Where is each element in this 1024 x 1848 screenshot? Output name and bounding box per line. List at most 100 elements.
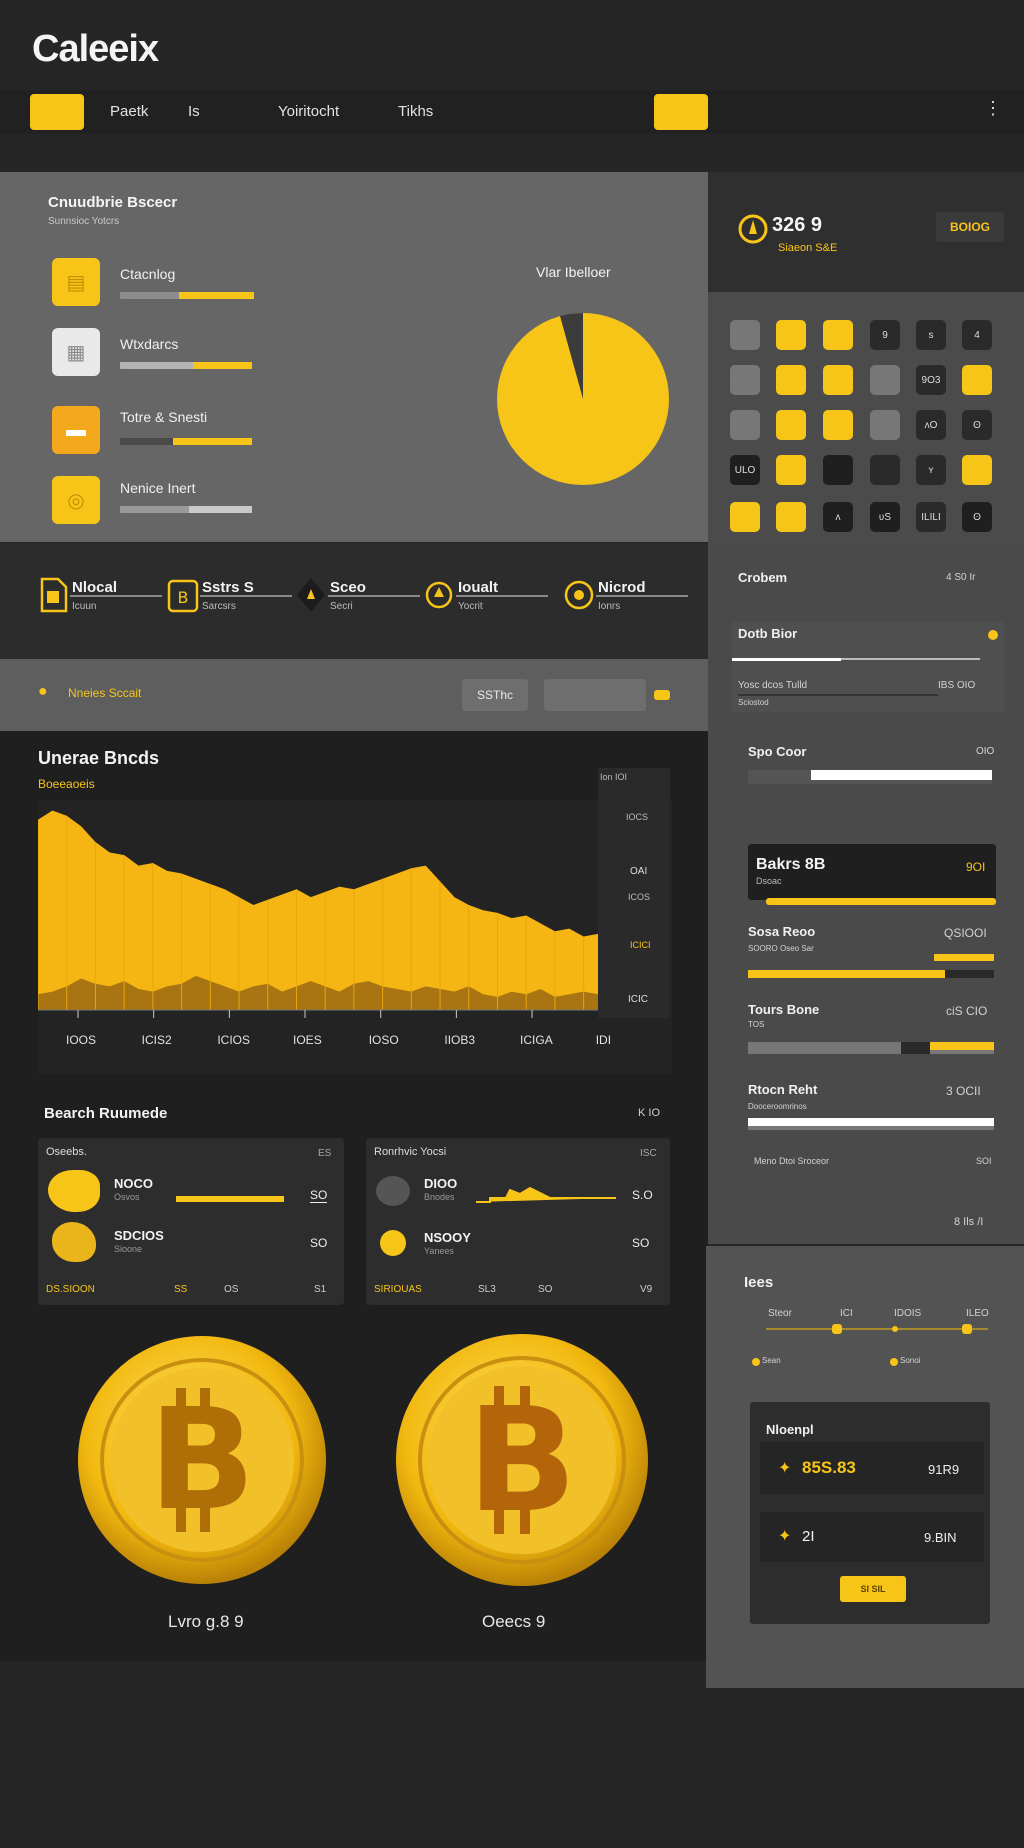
row-title: Sosa Reoo xyxy=(748,924,816,939)
entry-value: 9.BIN xyxy=(924,1530,957,1545)
document-icon xyxy=(40,577,68,613)
wallet-entry[interactable]: ✦ 85S.83 91R9 xyxy=(760,1442,984,1494)
row-name: NOCO xyxy=(114,1176,153,1191)
result-card[interactable]: Ronrhvic Yocsi ISC DIOO Bnodes S.O NSOOY… xyxy=(366,1138,670,1305)
nav-link-4[interactable]: Tikhs xyxy=(398,103,434,120)
settings-icon xyxy=(564,580,594,610)
highlight-card[interactable]: Bakrs 8B Dsoac 9OI xyxy=(748,844,996,900)
balance-sub: Siaeon S&E xyxy=(778,242,838,254)
pie-chart xyxy=(497,312,669,485)
grid-tile[interactable] xyxy=(870,455,900,485)
location-pin-icon: ● xyxy=(38,683,48,700)
filter-label: Nneies Sccait xyxy=(68,686,142,700)
grid-tile[interactable] xyxy=(776,320,806,350)
filter-toggle[interactable] xyxy=(654,690,670,700)
grid-tile[interactable]: 9O3 xyxy=(916,365,946,395)
chat-bubble-icon xyxy=(380,1230,406,1256)
stat-item[interactable]: Sceo Secri xyxy=(294,575,424,625)
grid-tile[interactable] xyxy=(730,502,760,532)
card-title: Nloenpl xyxy=(766,1422,814,1437)
grid-tile[interactable]: ʌO xyxy=(916,410,946,440)
filter-bar: ● Nneies Sccait SSThc xyxy=(0,659,708,731)
grid-tile[interactable]: ULO xyxy=(730,455,760,485)
footer-label: S1 xyxy=(314,1284,327,1295)
stat-item[interactable]: Nicrod Ionrs xyxy=(562,575,692,625)
grid-tile[interactable]: ʋS xyxy=(870,502,900,532)
nav-link-1[interactable]: Paetk xyxy=(110,103,149,120)
info-card[interactable]: Dotb Bior Yosc dcos Tulld IBS OIO Sciost… xyxy=(732,622,1004,712)
grid-tile[interactable]: ʘ xyxy=(962,502,992,532)
footer-label: OS xyxy=(224,1284,239,1295)
grid-tile[interactable]: ʌ xyxy=(823,502,853,532)
wallet-entry[interactable]: ✦ 2I 9.BIN xyxy=(760,1512,984,1562)
grid-tile[interactable]: ʘ xyxy=(962,410,992,440)
grid-tile[interactable] xyxy=(730,365,760,395)
nav-link-2[interactable]: Is xyxy=(188,103,200,120)
stat-item[interactable]: Ioualt Yocrit xyxy=(422,575,552,625)
grid-tile[interactable]: 9 xyxy=(870,320,900,350)
slider-handle[interactable] xyxy=(832,1324,842,1334)
category-breakdown-panel: Cnuudbrie Bscecr Sunnsioc Yotcrs ▤ Ctacn… xyxy=(0,172,708,542)
grid-tile[interactable]: ILILI xyxy=(916,502,946,532)
coin-label: Lvro g.8 9 xyxy=(168,1612,244,1631)
grid-tile[interactable] xyxy=(730,320,760,350)
grid-tile[interactable] xyxy=(962,365,992,395)
balance-tag[interactable]: BOIOG xyxy=(936,212,1004,242)
result-card[interactable]: Oseebs. ES NOCO Osvos SO SDCIOS Sioone S… xyxy=(38,1138,344,1305)
panel-subtitle: Sunnsioc Yotcrs xyxy=(48,216,120,227)
filter-input[interactable] xyxy=(544,679,646,711)
slider-track[interactable] xyxy=(732,658,980,661)
balance-card: 326 9 Siaeon S&E BOIOG xyxy=(708,172,1024,292)
bitcoin-coin-icon[interactable]: B xyxy=(394,1330,650,1590)
filter-button[interactable]: SSThc xyxy=(462,679,528,711)
wallet-action-button[interactable]: SI SIL xyxy=(840,1576,906,1602)
stat-item[interactable]: B Sstrs S Sarcsrs xyxy=(166,575,296,625)
right-header-value: 4 S0 Ir xyxy=(946,572,976,583)
more-menu-icon[interactable]: ⋮ xyxy=(984,98,1002,118)
grid-tile[interactable]: ʏ xyxy=(916,455,946,485)
nav-action-button[interactable] xyxy=(654,94,708,130)
category-icon-2: ▦ xyxy=(52,328,100,376)
footer-label: V9 xyxy=(640,1284,653,1295)
axis-label: Ion IOI xyxy=(600,772,628,782)
status-dot xyxy=(988,630,998,640)
grid-tile[interactable] xyxy=(776,502,806,532)
grid-tile[interactable] xyxy=(870,365,900,395)
bitcoin-coin-icon[interactable]: B xyxy=(76,1330,328,1590)
row-progress xyxy=(748,970,994,978)
grid-tile[interactable] xyxy=(870,410,900,440)
grid-tile[interactable] xyxy=(823,410,853,440)
grid-tile[interactable] xyxy=(776,410,806,440)
wallet-card: Nloenpl ✦ 85S.83 91R9 ✦ 2I 9.BIN SI SIL xyxy=(750,1402,990,1624)
more-link[interactable]: 8 Ils /I xyxy=(954,1216,984,1228)
grid-tile[interactable] xyxy=(823,365,853,395)
grid-tile[interactable] xyxy=(776,365,806,395)
sparkline xyxy=(476,1186,616,1203)
stat-item[interactable]: Nlocal Icuun xyxy=(36,575,166,625)
x-tick-label: ICIGA xyxy=(520,1033,553,1047)
slider-handle[interactable] xyxy=(962,1324,972,1334)
grid-tile[interactable] xyxy=(730,410,760,440)
highlight-bar xyxy=(766,898,996,905)
legend-dot xyxy=(890,1358,898,1366)
card-title: Spo Coor xyxy=(748,744,807,759)
category-progress xyxy=(120,362,252,369)
grid-tile[interactable]: 4 xyxy=(962,320,992,350)
icon-grid: 9 s 4 9O3 ʌO ʘ ULO ʏ ʌ ʋS ILILI ʘ xyxy=(708,292,1024,544)
footer-label: SIRIOUAS xyxy=(374,1284,422,1295)
range-label: Steor xyxy=(768,1308,792,1319)
chart-title: Unerae Bncds xyxy=(38,748,160,768)
grid-tile[interactable] xyxy=(962,455,992,485)
grid-tile[interactable]: s xyxy=(916,320,946,350)
nav-link-3[interactable]: Yoiritocht xyxy=(278,103,340,120)
range-slider[interactable] xyxy=(766,1328,988,1330)
slider-marker[interactable] xyxy=(892,1326,898,1332)
grid-tile[interactable] xyxy=(776,455,806,485)
chart-axis-column: Ion IOI IOCS OAI ICOS ICICI ICIC xyxy=(598,768,670,1018)
grid-tile[interactable] xyxy=(823,455,853,485)
entry-amount: 85S.83 xyxy=(802,1458,856,1477)
divider xyxy=(738,694,938,696)
nav-primary-button[interactable] xyxy=(30,94,84,130)
card-title: Ronrhvic Yocsi xyxy=(374,1146,447,1158)
grid-tile[interactable] xyxy=(823,320,853,350)
